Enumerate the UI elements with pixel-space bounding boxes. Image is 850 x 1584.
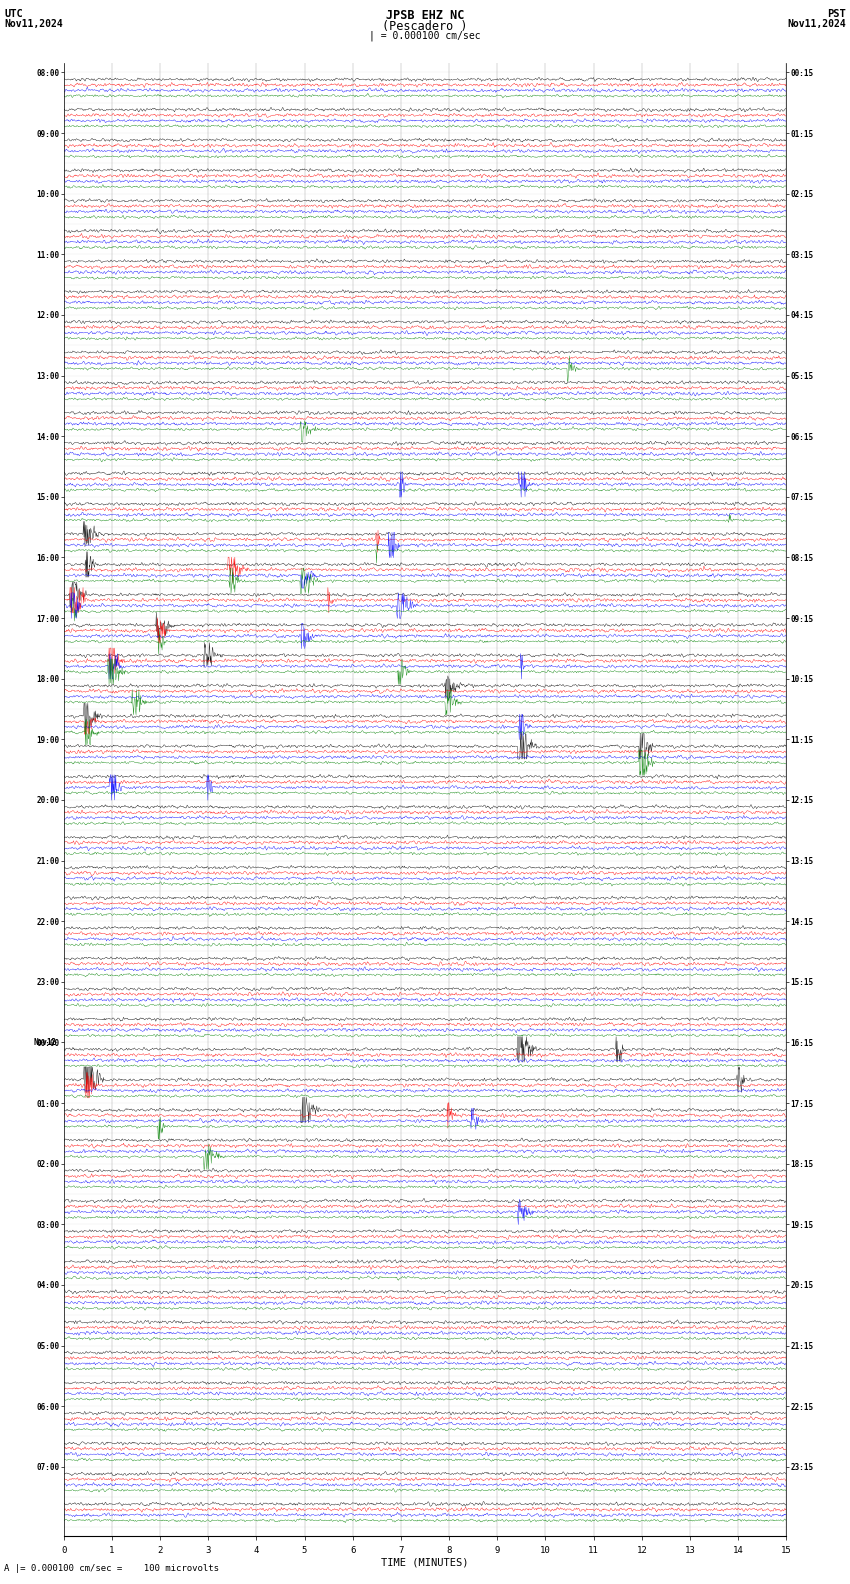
Text: JPSB EHZ NC: JPSB EHZ NC bbox=[386, 8, 464, 22]
Text: | = 0.000100 cm/sec: | = 0.000100 cm/sec bbox=[369, 30, 481, 41]
Text: (Pescadero ): (Pescadero ) bbox=[382, 19, 468, 33]
Text: Nov11,2024: Nov11,2024 bbox=[4, 19, 63, 30]
Text: PST: PST bbox=[827, 8, 846, 19]
Text: Nov11,2024: Nov11,2024 bbox=[787, 19, 846, 30]
Text: UTC: UTC bbox=[4, 8, 23, 19]
Text: Nov12: Nov12 bbox=[33, 1038, 56, 1047]
X-axis label: TIME (MINUTES): TIME (MINUTES) bbox=[382, 1557, 468, 1567]
Text: A |= 0.000100 cm/sec =    100 microvolts: A |= 0.000100 cm/sec = 100 microvolts bbox=[4, 1563, 219, 1573]
